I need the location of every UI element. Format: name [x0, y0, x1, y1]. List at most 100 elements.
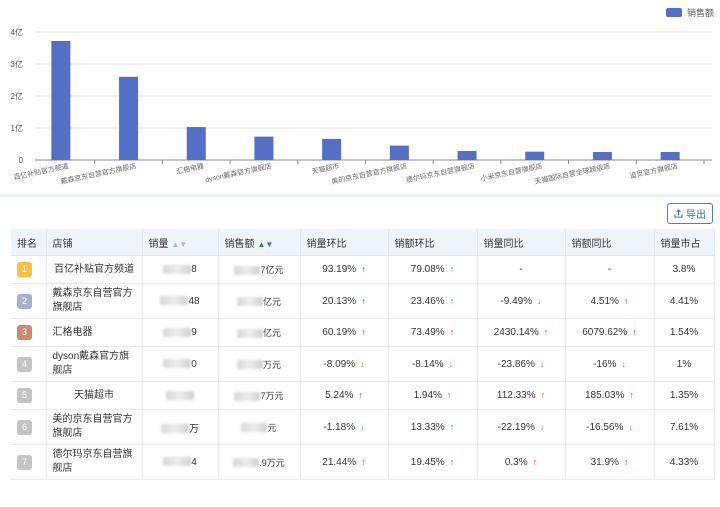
amt-yoy-cell: 185.03% ↑ — [565, 381, 655, 410]
col-sales-amount[interactable]: 销售额 ▲▼ — [218, 229, 301, 256]
arrow-up-icon: ↑ — [632, 327, 637, 337]
x-tick-label: 追觅官方旗舰店 — [629, 161, 679, 180]
rank-badge: 7 — [17, 454, 32, 470]
vol-yoy-value: 112.33% — [496, 390, 536, 401]
shop-name[interactable]: 天猫超市 — [46, 381, 143, 410]
sales-volume — [142, 381, 219, 410]
masked-value — [236, 360, 263, 370]
shop-name[interactable]: dyson戴森官方旗舰店 — [46, 346, 143, 382]
arrow-up-icon: ↑ — [361, 295, 366, 306]
vol-mom-value: 20.13% — [322, 295, 357, 307]
shop-name[interactable]: 德尔玛京东自营旗舰店 — [46, 444, 143, 480]
masked-value — [163, 264, 192, 274]
share-cell: 7.61% — [654, 409, 715, 445]
arrow-up-icon: ↑ — [449, 264, 455, 274]
amt-yoy-value: -16% — [593, 358, 617, 370]
rank-badge: 5 — [17, 388, 32, 403]
table-row: 1 百亿补贴官方频道 8 7亿元 93.19% ↑ 79.08% ↑ - - 3.8% — [11, 255, 715, 284]
table-row: 3 汇格电器 9 亿元 60.19% ↑ 73.49% ↑ 2430.14% ↑ 6079.62% ↑… — [11, 318, 715, 347]
vol-mom-value: 93.19% — [322, 264, 357, 275]
sales-amount: 亿元 — [218, 283, 301, 319]
col-amt-mom: 销额环比 — [388, 229, 478, 256]
amt-yoy-cell: 6079.62% ↑ — [565, 318, 655, 347]
masked-value — [236, 297, 263, 307]
bar — [592, 152, 612, 160]
arrow-up-icon: ↑ — [623, 456, 629, 467]
vol-mom-cell: -8.09% ↓ — [300, 346, 389, 382]
arrow-down-icon: ↓ — [537, 295, 542, 306]
sales-amount-suffix: 亿元 — [262, 328, 281, 338]
rank-cell: 7 — [11, 444, 47, 480]
rank-cell: 6 — [11, 409, 47, 445]
rank-cell: 4 — [11, 346, 47, 382]
bar — [525, 151, 545, 160]
arrow-up-icon: ↑ — [361, 264, 366, 274]
masked-value — [163, 359, 192, 369]
y-tick-label: 3亿 — [11, 59, 23, 69]
col-sales-volume[interactable]: 销量 ▲▼ — [142, 229, 219, 256]
vol-yoy-value: -23.86% — [497, 358, 535, 370]
rank-cell: 3 — [11, 318, 47, 347]
sales-volume-suffix: 48 — [188, 295, 200, 307]
rank-badge: 1 — [17, 262, 32, 277]
sales-volume-suffix: 4 — [191, 456, 197, 468]
shop-name[interactable]: 汇格电器 — [46, 318, 143, 347]
vol-mom-cell: 20.13% ↑ — [300, 283, 389, 319]
legend-label: 销售额 — [686, 8, 714, 18]
share-cell: 4.41% — [654, 283, 715, 319]
vol-mom-value: -8.09% — [323, 358, 356, 370]
arrow-up-icon: ↑ — [540, 390, 546, 400]
arrow-up-icon: ↑ — [358, 390, 363, 400]
shop-name[interactable]: 百亿补贴官方频道 — [46, 255, 143, 284]
shop-name[interactable]: 美的京东自营官方旗舰店 — [46, 409, 143, 445]
sales-volume-suffix: 9 — [191, 327, 197, 338]
bar — [51, 40, 71, 160]
table-row: 5 天猫超市 7万元 5.24% ↑ 1.94% ↑ 112.33% ↑ 185.03% ↑ 1.35… — [11, 381, 715, 410]
sort-desc-icon[interactable]: ▲▼ — [257, 239, 274, 249]
sales-volume-suffix: 8 — [191, 264, 197, 275]
bar — [660, 152, 680, 160]
sales-volume: 4 — [142, 444, 219, 480]
arrow-down-icon: ↓ — [448, 358, 454, 369]
section-divider — [0, 194, 720, 197]
x-tick-label: 美的京东自营官方旗舰店 — [331, 161, 408, 186]
masked-value — [161, 424, 189, 434]
bar — [119, 76, 139, 160]
arrow-up-icon: ↑ — [449, 456, 455, 467]
x-tick-label: 汇格电器 — [175, 161, 204, 176]
share-cell: 1.35% — [654, 381, 715, 410]
chart-legend[interactable]: 销售额 — [665, 6, 714, 19]
sales-amount: 7亿元 — [218, 255, 301, 284]
table-header-row: 排名 店铺 销量 ▲▼ 销售额 ▲▼ 销量环比 销额环比 销量同比 销额同比 销量市… — [11, 229, 715, 256]
export-button[interactable]: 导出 — [667, 203, 713, 224]
vol-mom-cell: 5.24% ↑ — [300, 381, 389, 410]
vol-mom-cell: -1.18% ↓ — [300, 409, 389, 445]
amt-mom-value: 73.49% — [410, 327, 445, 338]
amt-mom-cell: 13.33% ↑ — [388, 409, 478, 445]
amt-mom-cell: 19.45% ↑ — [388, 444, 478, 480]
shop-name[interactable]: 戴森京东自营官方旗舰店 — [46, 283, 143, 319]
bar — [186, 127, 206, 160]
sales-amount: 7万元 — [218, 381, 301, 410]
bar — [254, 136, 274, 160]
amt-mom-cell: 73.49% ↑ — [388, 318, 478, 347]
arrow-up-icon: ↑ — [532, 456, 538, 467]
vol-mom-cell: 60.19% ↑ — [300, 318, 389, 347]
x-tick-label: 天猫超市 — [311, 161, 340, 176]
vol-yoy-value: 0.3% — [504, 456, 528, 468]
arrow-up-icon: ↑ — [449, 295, 455, 306]
rank-badge: 2 — [17, 293, 32, 309]
x-tick-label: dyson戴森官方旗舰店 — [204, 161, 272, 184]
sales-amount: 亿元 — [218, 318, 301, 347]
masked-value — [166, 390, 194, 400]
vol-yoy-cell: 2430.14% ↑ — [477, 318, 566, 347]
sort-icon[interactable]: ▲▼ — [171, 239, 188, 249]
sales-volume-suffix: 0 — [191, 358, 197, 370]
col-share: 销量市占 — [654, 229, 715, 256]
vol-mom-value: 60.19% — [322, 327, 357, 338]
rank-cell: 2 — [11, 283, 47, 319]
masked-value — [236, 328, 263, 338]
col-sales-amount-label: 销售额 — [224, 238, 255, 250]
vol-yoy-value: 2430.14% — [493, 327, 539, 338]
